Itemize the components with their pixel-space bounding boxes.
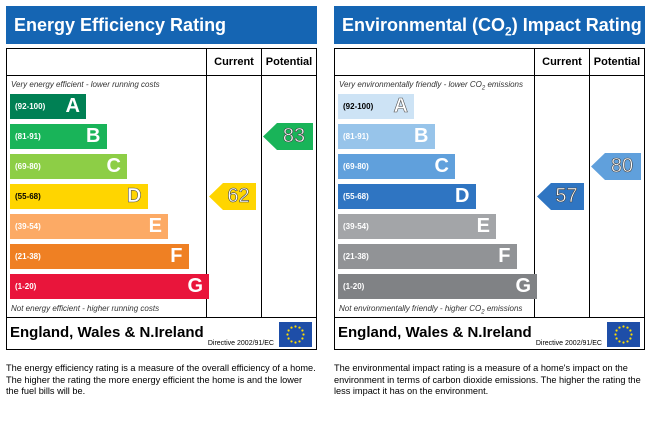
environmental-potential-value: 80 xyxy=(610,155,634,178)
energy-rating-grid: Current Potential Very energy efficient … xyxy=(6,48,317,350)
energy-current-value: 62 xyxy=(227,185,250,208)
energy-band-e: (39-54) E xyxy=(10,214,168,239)
band-range: (55-68) xyxy=(15,192,41,201)
environmental-bottom-caption: Not environmentally friendly - higher CO… xyxy=(339,304,523,316)
band-letter: C xyxy=(106,155,121,177)
environmental-potential-rating-arrow: 80 xyxy=(591,153,641,180)
environmental-current-header: Current xyxy=(542,56,582,68)
band-letter: B xyxy=(414,125,429,147)
energy-panel-title: Energy Efficiency Rating xyxy=(6,6,317,44)
energy-top-caption: Very energy efficient - lower running co… xyxy=(11,80,160,89)
environmental-rating-grid: Current Potential Very environmentally f… xyxy=(334,48,645,350)
environmental-potential-header: Potential xyxy=(593,56,641,68)
band-letter: F xyxy=(170,245,183,267)
band-range: (69-80) xyxy=(15,162,41,171)
environmental-region-label: England, Wales & N.Ireland xyxy=(338,324,532,341)
band-letter: A xyxy=(65,95,80,117)
energy-bottom-caption: Not energy efficient - higher running co… xyxy=(11,304,160,313)
band-range: (21-38) xyxy=(15,252,41,261)
environmental-panel-title: Environmental (CO2) Impact Rating xyxy=(334,6,645,44)
energy-current-header: Current xyxy=(214,56,254,68)
energy-description: The energy efficiency rating is a measur… xyxy=(6,363,316,396)
environmental-band-e: (39-54) E xyxy=(338,214,496,239)
energy-current-rating-arrow: 62 xyxy=(209,183,256,210)
energy-band-d: (55-68) D xyxy=(10,184,148,209)
band-range: (21-38) xyxy=(343,252,369,261)
band-range: (39-54) xyxy=(343,222,369,231)
band-range: (55-68) xyxy=(343,192,369,201)
energy-band-f: (21-38) F xyxy=(10,244,189,269)
band-letter: D xyxy=(455,185,470,207)
band-range: (1-20) xyxy=(15,282,37,291)
energy-potential-rating-arrow: 83 xyxy=(263,123,313,150)
energy-directive-label: Directive 2002/91/EC xyxy=(207,340,274,347)
energy-band-c: (69-80) C xyxy=(10,154,127,179)
band-range: (92-100) xyxy=(343,102,374,111)
energy-band-a: (92-100) A xyxy=(10,94,86,119)
energy-potential-value: 83 xyxy=(282,125,306,148)
band-letter: D xyxy=(127,185,142,208)
band-range: (92-100) xyxy=(15,102,46,111)
energy-potential-header: Potential xyxy=(265,56,313,68)
environmental-current-value: 57 xyxy=(555,185,578,208)
environmental-impact-panel: Environmental (CO2) Impact Rating Curren… xyxy=(334,6,645,350)
environmental-description: The environmental impact rating is a mea… xyxy=(334,363,641,396)
environmental-band-a: (92-100) A xyxy=(338,94,414,119)
eu-flag-icon xyxy=(279,322,312,347)
environmental-band-d: (55-68) D xyxy=(338,184,476,209)
band-letter: F xyxy=(498,245,511,267)
energy-efficiency-panel: Energy Efficiency Rating Current Potenti… xyxy=(6,6,317,350)
environmental-band-g: (1-20) G xyxy=(338,274,537,299)
band-letter: G xyxy=(187,275,203,297)
band-letter: B xyxy=(86,125,101,147)
eu-flag-icon xyxy=(607,322,640,347)
band-letter: E xyxy=(476,215,490,237)
band-letter: C xyxy=(434,155,449,177)
environmental-current-rating-arrow: 57 xyxy=(537,183,584,210)
environmental-band-c: (69-80) C xyxy=(338,154,455,179)
band-range: (81-91) xyxy=(343,132,369,141)
environmental-top-caption: Very environmentally friendly - lower CO… xyxy=(339,80,524,92)
energy-region-label: England, Wales & N.Ireland xyxy=(10,324,204,341)
band-range: (1-20) xyxy=(343,282,365,291)
band-range: (81-91) xyxy=(15,132,41,141)
band-range: (39-54) xyxy=(15,222,41,231)
band-letter: G xyxy=(515,275,531,297)
environmental-band-f: (21-38) F xyxy=(338,244,517,269)
environmental-directive-label: Directive 2002/91/EC xyxy=(535,340,602,347)
environmental-band-b: (81-91) B xyxy=(338,124,435,149)
energy-band-g: (1-20) G xyxy=(10,274,209,299)
band-range: (69-80) xyxy=(343,162,369,171)
band-letter: E xyxy=(148,215,162,237)
band-letter: A xyxy=(393,95,408,118)
energy-band-b: (81-91) B xyxy=(10,124,107,149)
